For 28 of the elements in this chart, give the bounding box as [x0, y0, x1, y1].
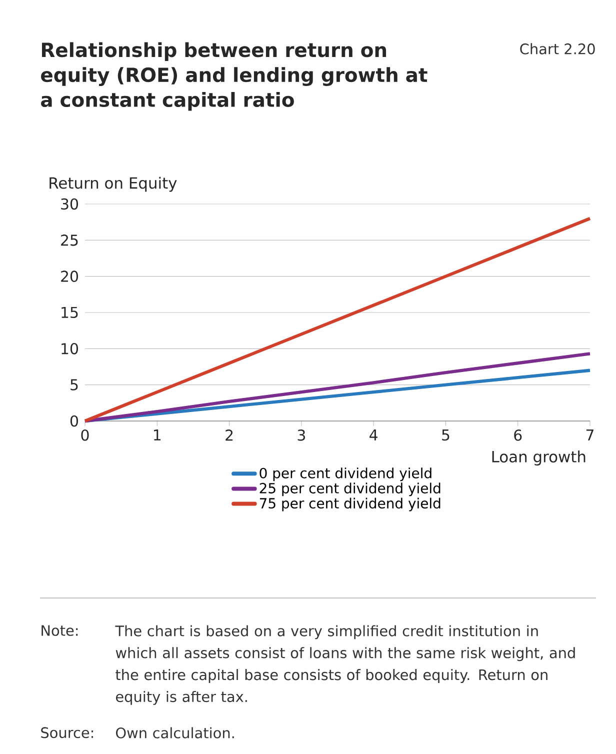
line-series	[83, 216, 592, 423]
x-tick-label: 2	[226, 429, 233, 441]
y-tick-label: 0	[70, 415, 78, 427]
text: The chart is based on a very simplified credit institution in which all assets consist of loans with the same risk weight, and the entire capital base consists of booked equity. Return on equity is after tax.	[115, 625, 575, 705]
chart-subtitle: Chart 2.20	[520, 43, 595, 54]
line-series	[83, 352, 592, 423]
y-tick-label: 30	[61, 198, 78, 210]
y-tick-label: 5	[70, 379, 78, 390]
y-tick-label: 25	[61, 234, 78, 246]
x-tick-label: 6	[514, 429, 522, 441]
x-axis-title: Loan growth	[492, 450, 586, 466]
source-note: Source:	[41, 727, 94, 738]
chart-title: Relationship between return on equity (ROE) and lending growth at a constant capital ratio	[41, 42, 428, 111]
x-tick-label: 5	[442, 430, 450, 441]
y-tick-label: 15	[62, 306, 78, 318]
x-tick-label: 4	[370, 430, 378, 440]
y-tick-label: 20	[61, 270, 78, 282]
x-tick-label: 3	[298, 429, 305, 441]
legend-label: 0 per cent dividend yield	[260, 468, 432, 482]
y-tick-label: 10	[62, 343, 78, 354]
x-tick-label: 0	[81, 429, 89, 441]
y-axis-title: Return on Equity	[50, 176, 177, 192]
x-tick-label: 1	[154, 430, 161, 440]
text: Note:	[42, 625, 78, 636]
legend-label: 75 per cent dividend yield	[260, 498, 440, 512]
text: Own calculation.	[116, 727, 234, 738]
legend-label: 25 per cent dividend yield	[260, 482, 440, 496]
x-tick-label: 7	[586, 430, 594, 440]
